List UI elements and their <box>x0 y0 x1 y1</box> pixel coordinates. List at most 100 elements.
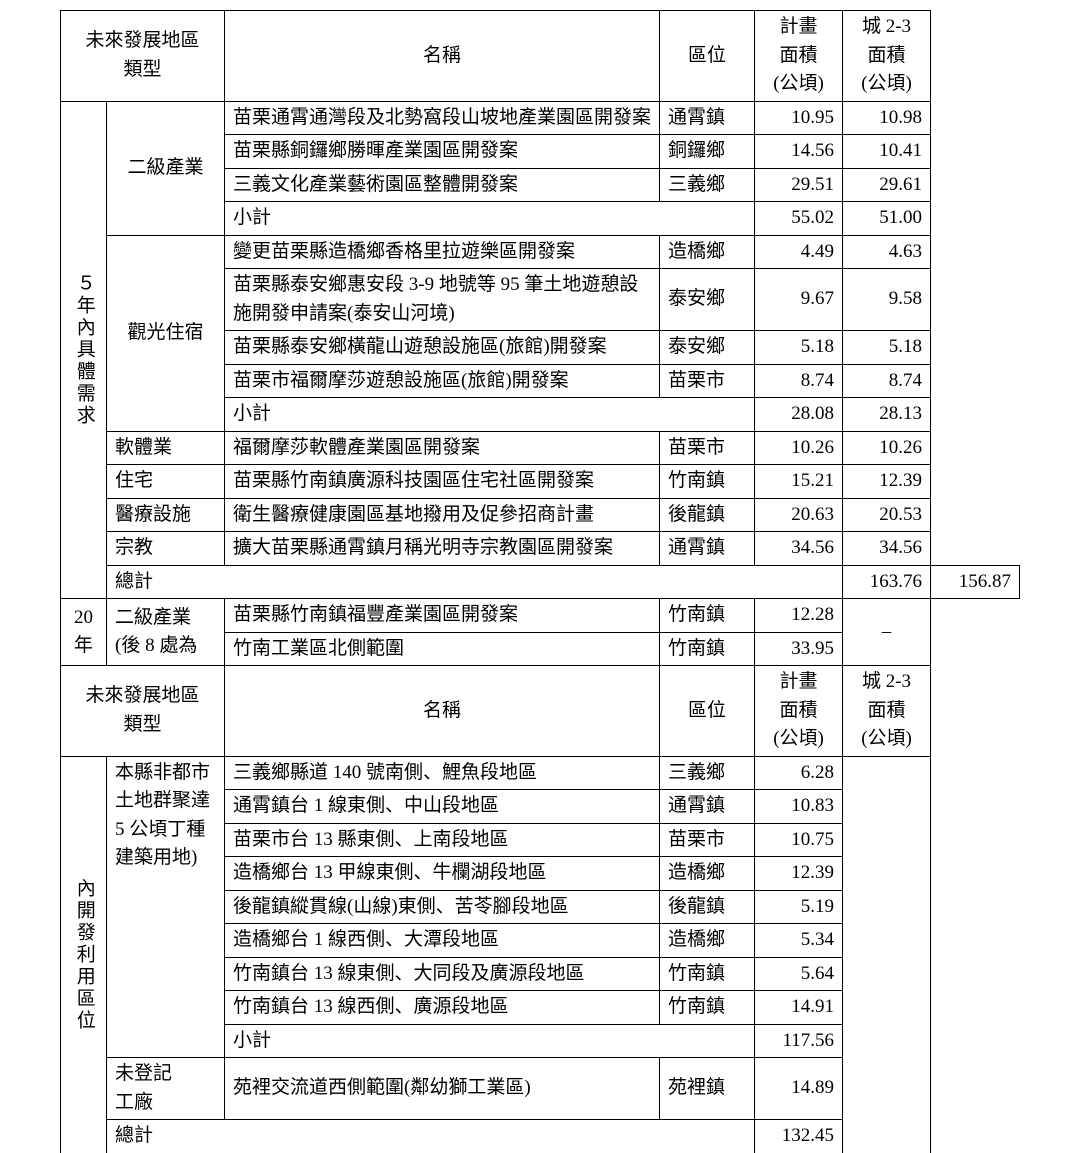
col-city-area-label: 城 2-3 面積 (公頃) <box>861 16 912 94</box>
col-plan-area: 計畫 面積 (公頃) <box>755 666 843 757</box>
cell-a: 163.76 <box>843 565 931 599</box>
cell-a: 14.89 <box>755 1058 843 1120</box>
col-city-area: 城 2-3 面積 (公頃) <box>843 666 931 757</box>
table-header-row-2: 未來發展地區 類型 名稱 區位 計畫 面積 (公頃) 城 2-3 面積 (公頃) <box>61 666 1020 757</box>
cell-a: 55.02 <box>755 202 843 236</box>
cell-name: 苗栗縣泰安鄉橫龍山遊憩設施區(旅館)開發案 <box>225 331 660 365</box>
subtotal-label: 小計 <box>225 202 755 236</box>
cell-a: 12.39 <box>755 857 843 891</box>
col-city-area: 城 2-3 面積 (公頃) <box>843 11 931 102</box>
cell-name: 造橋鄉台 13 甲線東側、牛欄湖段地區 <box>225 857 660 891</box>
subtotal-label: 小計 <box>225 1024 755 1058</box>
cell-b: 9.58 <box>843 269 931 331</box>
cell-a: 34.56 <box>755 532 843 566</box>
cell-a: 15.21 <box>755 465 843 499</box>
type-nonurban: 本縣非都市 土地群聚達 5 公頃丁種 建築用地) <box>107 756 225 1058</box>
cell-b: 4.63 <box>843 235 931 269</box>
table-row: 內開發利用區位 本縣非都市 土地群聚達 5 公頃丁種 建築用地) 三義鄉縣道 1… <box>61 756 1020 790</box>
col-loc: 區位 <box>660 666 755 757</box>
col-type-label: 未來發展地區 類型 <box>86 30 200 80</box>
cell-loc: 造橋鄉 <box>660 235 755 269</box>
cell-a: 8.74 <box>755 364 843 398</box>
cell-b: 8.74 <box>843 364 931 398</box>
cell-a: 29.51 <box>755 168 843 202</box>
cell-name: 後龍鎮縱貫線(山線)東側、苦苓腳段地區 <box>225 890 660 924</box>
type-residential: 住宅 <box>107 465 225 499</box>
cell-b: 5.18 <box>843 331 931 365</box>
cell-loc: 通霄鎮 <box>660 101 755 135</box>
cell-b: 34.56 <box>843 532 931 566</box>
cell-a: 14.91 <box>755 991 843 1025</box>
cell-name: 三義鄉縣道 140 號南側、鯉魚段地區 <box>225 756 660 790</box>
col-plan-area-label: 計畫 面積 (公頃) <box>773 16 824 94</box>
cell-loc: 竹南鎮 <box>660 632 755 666</box>
table-row: 宗教 擴大苗栗縣通霄鎮月稱光明寺宗教園區開發案 通霄鎮 34.56 34.56 <box>61 532 1020 566</box>
left-label-dev: 內開發利用區位 <box>61 756 107 1153</box>
table-row: 軟體業 福爾摩莎軟體產業園區開發案 苗栗市 10.26 10.26 <box>61 431 1020 465</box>
cell-name: 竹南工業區北側範圍 <box>225 632 660 666</box>
cell-loc: 銅鑼鄉 <box>660 135 755 169</box>
cell-a: 132.45 <box>755 1120 843 1153</box>
empty-cell <box>843 756 931 1153</box>
cell-loc: 三義鄉 <box>660 168 755 202</box>
table-row: ５年內具體需求 二級產業 苗栗通霄通灣段及北勢窩段山坡地產業園區開發案 通霄鎮 … <box>61 101 1020 135</box>
type-tourism: 觀光住宿 <box>107 235 225 431</box>
cell-name: 苗栗縣銅鑼鄉勝暉產業園區開發案 <box>225 135 660 169</box>
cell-a: 10.26 <box>755 431 843 465</box>
cell-loc: 竹南鎮 <box>660 599 755 633</box>
col-name: 名稱 <box>225 666 660 757</box>
cell-loc: 苗栗市 <box>660 431 755 465</box>
cell-loc: 後龍鎮 <box>660 890 755 924</box>
cell-name: 苗栗通霄通灣段及北勢窩段山坡地產業園區開發案 <box>225 101 660 135</box>
cell-name: 三義文化產業藝術園區整體開發案 <box>225 168 660 202</box>
cell-b: 51.00 <box>843 202 931 236</box>
cell-loc: 泰安鄉 <box>660 269 755 331</box>
table-row: 20 年 二級產業 (後 8 處為 苗栗縣竹南鎮福豐產業園區開發案 竹南鎮 12… <box>61 599 1020 633</box>
document-page: 未來發展地區 類型 名稱 區位 計畫 面積 (公頃) 城 2-3 面積 (公頃)… <box>0 0 1080 1080</box>
cell-loc: 苗栗市 <box>660 364 755 398</box>
cell-loc: 苑裡鎮 <box>660 1058 755 1120</box>
col-loc-label: 區位 <box>688 45 726 66</box>
land-development-table: 未來發展地區 類型 名稱 區位 計畫 面積 (公頃) 城 2-3 面積 (公頃)… <box>60 10 1020 1153</box>
cell-loc: 造橋鄉 <box>660 924 755 958</box>
cell-name: 衛生醫療健康園區基地撥用及促參招商計畫 <box>225 498 660 532</box>
type-secondary-industry: 二級產業 <box>107 101 225 235</box>
cell-a: 6.28 <box>755 756 843 790</box>
cell-name: 竹南鎮台 13 線西側、廣源段地區 <box>225 991 660 1025</box>
cell-loc: 泰安鄉 <box>660 331 755 365</box>
cell-a: 10.95 <box>755 101 843 135</box>
col-type: 未來發展地區 類型 <box>61 11 225 102</box>
cell-a: 14.56 <box>755 135 843 169</box>
subtotal-label: 小計 <box>225 398 755 432</box>
cell-name: 苗栗縣泰安鄉惠安段 3-9 地號等 95 筆土地遊憩設施開發申請案(泰安山河境) <box>225 269 660 331</box>
type-software: 軟體業 <box>107 431 225 465</box>
table-row: 醫療設施 衛生醫療健康園區基地撥用及促參招商計畫 後龍鎮 20.63 20.53 <box>61 498 1020 532</box>
table-row: 觀光住宿 變更苗栗縣造橋鄉香格里拉遊樂區開發案 造橋鄉 4.49 4.63 <box>61 235 1020 269</box>
cell-loc: 通霄鎮 <box>660 532 755 566</box>
cell-loc: 通霄鎮 <box>660 790 755 824</box>
cell-a: 9.67 <box>755 269 843 331</box>
cell-a: 5.18 <box>755 331 843 365</box>
col-name: 名稱 <box>225 11 660 102</box>
cell-b: 156.87 <box>931 565 1020 599</box>
cell-name: 苗栗市福爾摩莎遊憩設施區(旅館)開發案 <box>225 364 660 398</box>
cell-loc: 造橋鄉 <box>660 857 755 891</box>
cell-dash: – <box>843 599 931 666</box>
type-religion: 宗教 <box>107 532 225 566</box>
col-loc: 區位 <box>660 11 755 102</box>
cell-b: 10.41 <box>843 135 931 169</box>
cell-a: 4.49 <box>755 235 843 269</box>
cell-name: 苗栗縣竹南鎮福豐產業園區開發案 <box>225 599 660 633</box>
cell-a: 117.56 <box>755 1024 843 1058</box>
cell-b: 10.26 <box>843 431 931 465</box>
cell-name: 福爾摩莎軟體產業園區開發案 <box>225 431 660 465</box>
total-row: 總計 163.76 156.87 <box>61 565 1020 599</box>
cell-loc: 竹南鎮 <box>660 465 755 499</box>
time-5yr-label: ５年內具體需求 <box>61 101 107 599</box>
cell-name: 苑裡交流道西側範圍(鄰幼獅工業區) <box>225 1058 660 1120</box>
cell-name: 苗栗縣竹南鎮廣源科技園區住宅社區開發案 <box>225 465 660 499</box>
cell-a: 10.75 <box>755 823 843 857</box>
cell-b: 28.13 <box>843 398 931 432</box>
cell-name: 竹南鎮台 13 線東側、大同段及廣源段地區 <box>225 957 660 991</box>
cell-loc: 竹南鎮 <box>660 991 755 1025</box>
